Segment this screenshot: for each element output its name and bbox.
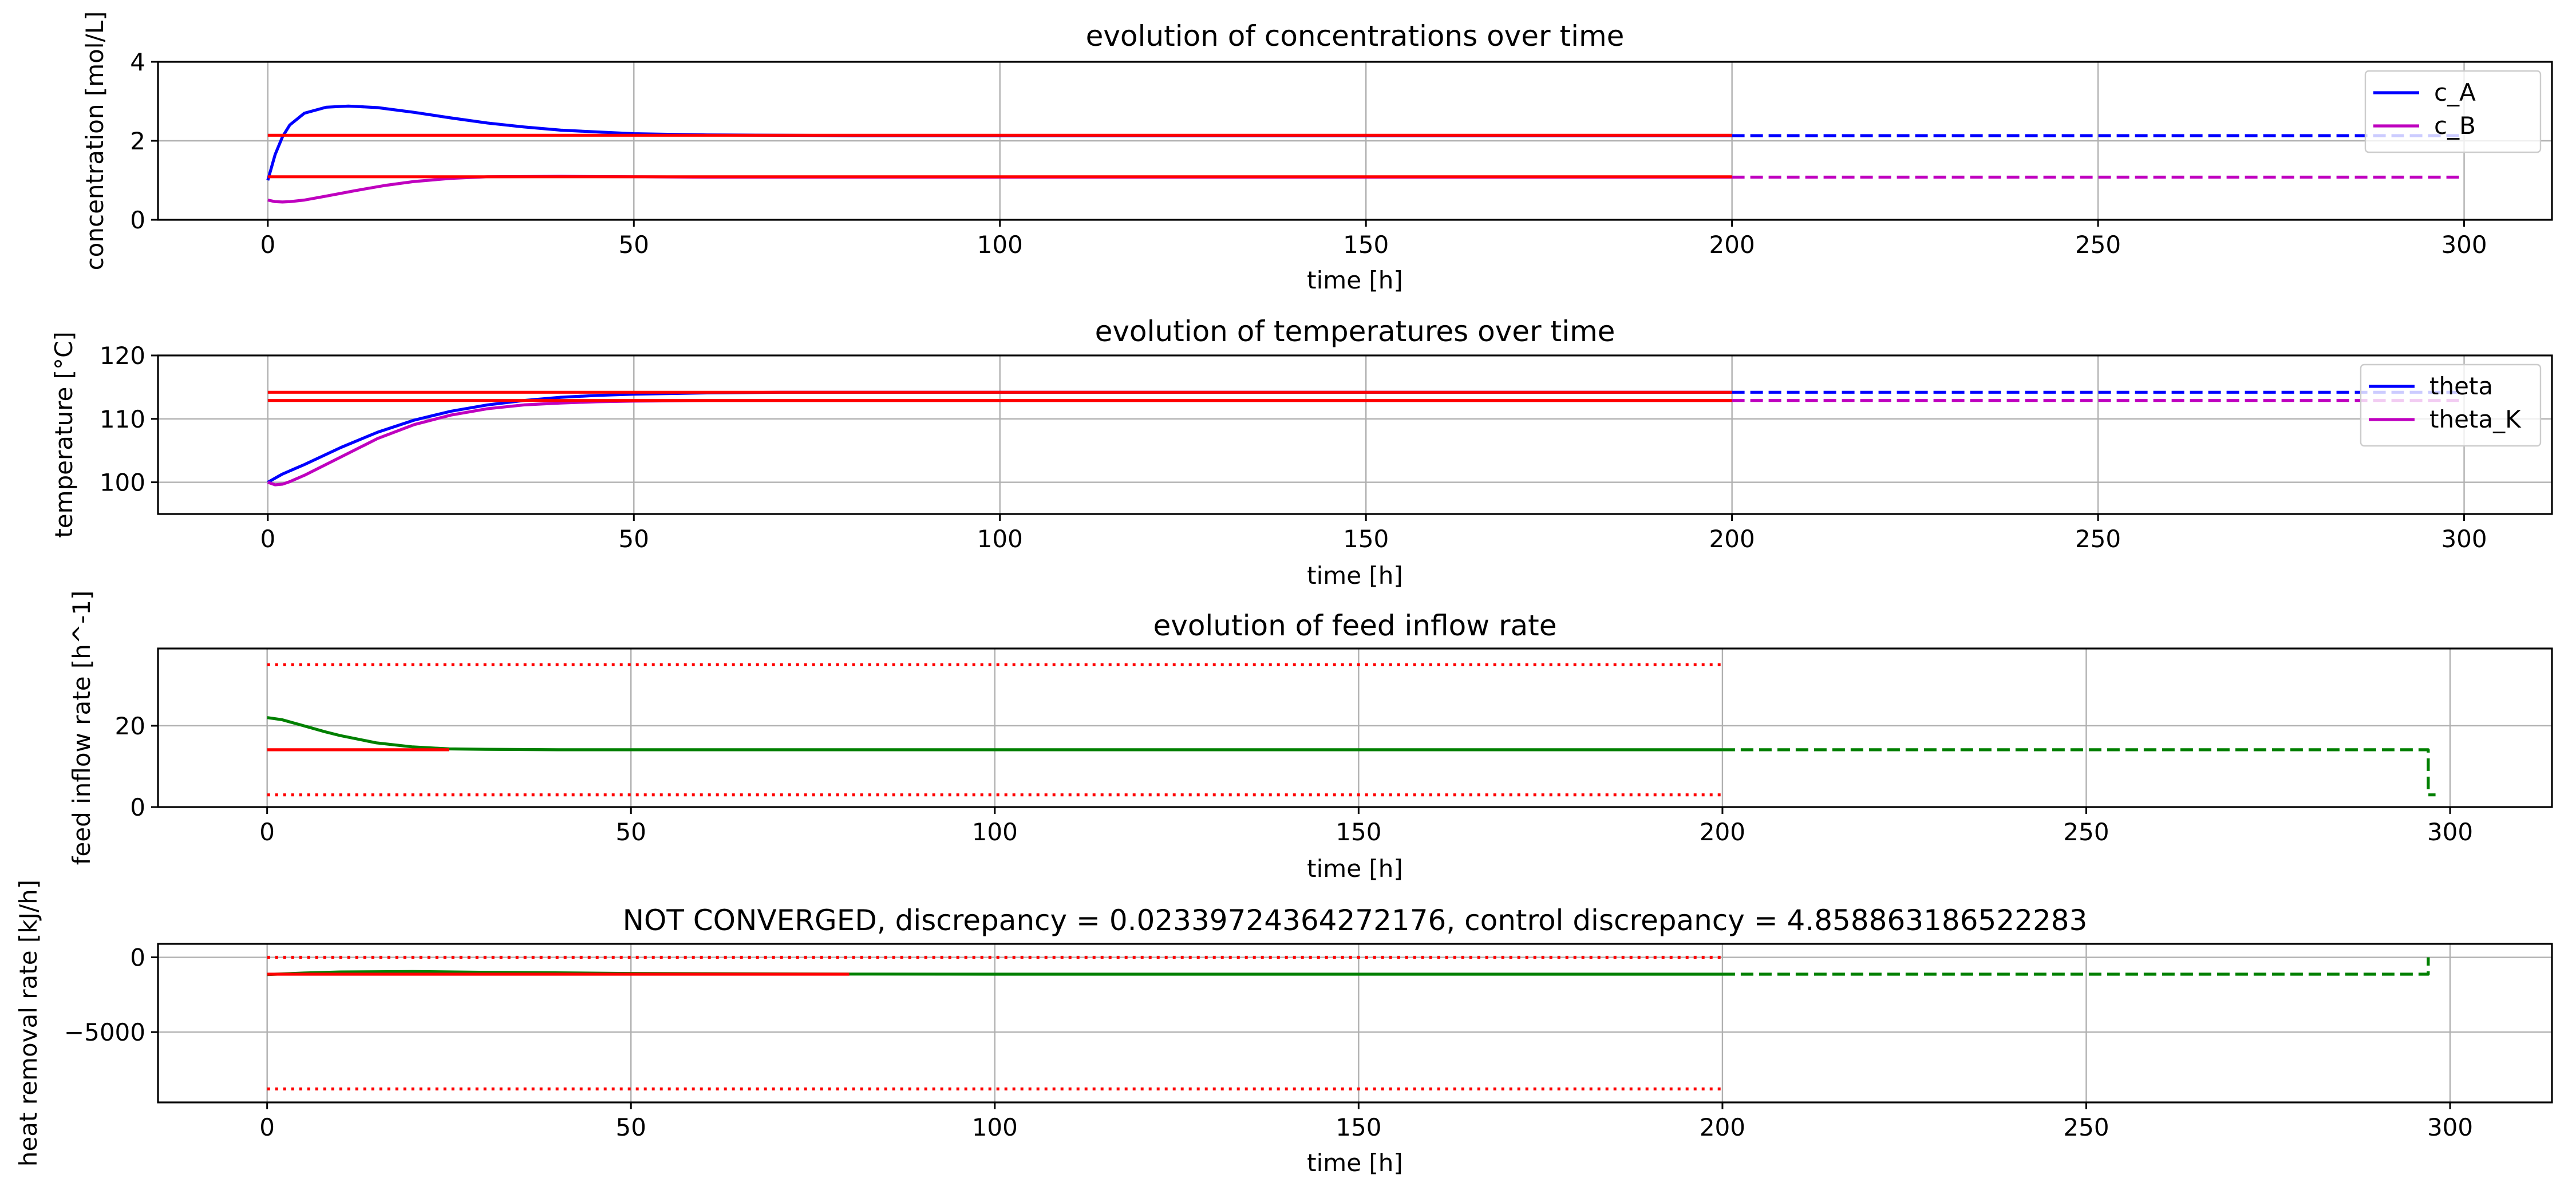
concentration-title: evolution of concentrations over time: [1086, 19, 1625, 53]
x-tick-label: 0: [259, 818, 275, 846]
temperature-legend: theta theta_K: [2360, 363, 2542, 447]
temperature-plot-area: [157, 354, 2553, 515]
series-lines: [267, 390, 2464, 487]
control-solid-line: [267, 716, 1722, 752]
x-tick-label: 50: [616, 818, 646, 846]
feed-inflow-panel: evolution of feed inflow rate time [h] f…: [68, 591, 2553, 883]
x-tick-label: 100: [977, 525, 1023, 553]
concentration-xlabel: time [h]: [1307, 266, 1403, 294]
heat-removal-panel: NOT CONVERGED, discrepancy = 0.023397243…: [14, 880, 2553, 1177]
x-tick-label: 250: [2063, 1113, 2109, 1141]
x-tick-label: 200: [1709, 231, 1755, 259]
x-tick-label: 100: [977, 231, 1023, 259]
x-tick-label: 200: [1709, 525, 1755, 553]
y-tick-label: 110: [100, 405, 145, 433]
concentration-ylabel: concentration [mol/L]: [81, 11, 109, 271]
x-tick-label: 100: [972, 1113, 1018, 1141]
x-tick-label: 50: [619, 525, 649, 553]
x-tick-label: 300: [2441, 525, 2487, 553]
series-lines: [266, 104, 2464, 204]
x-tick-label: 0: [259, 1113, 275, 1141]
y-tick-label: 0: [130, 793, 145, 821]
legend-label-c-b: c_B: [2434, 112, 2476, 140]
temperature-xlabel: time [h]: [1307, 562, 1403, 590]
heat-removal-xlabel: time [h]: [1307, 1149, 1403, 1177]
x-tick-label: 150: [1336, 1113, 1381, 1141]
x-tick-label: 50: [616, 1113, 646, 1141]
x-tick-label: 200: [1700, 818, 1745, 846]
feed-inflow-plot-area: [157, 647, 2553, 808]
x-tick-label: 300: [2441, 231, 2487, 259]
concentration-legend: c_A c_B: [2364, 70, 2542, 153]
temperature-title: evolution of temperatures over time: [1095, 315, 1615, 348]
y-tick-label: 4: [130, 48, 145, 76]
y-tick-label: 2: [130, 127, 145, 155]
x-tick-label: 0: [260, 525, 275, 553]
y-tick-label: 0: [130, 206, 145, 234]
y-tick-label: 100: [100, 469, 145, 497]
x-tick-label: 0: [260, 231, 275, 259]
feed-inflow-ylabel: feed inflow rate [h^-1]: [68, 591, 96, 865]
y-tick-label: 120: [100, 342, 145, 370]
x-tick-label: 250: [2063, 818, 2109, 846]
x-tick-label: 300: [2427, 1113, 2473, 1141]
temperature-panel: evolution of temperatures over time time…: [50, 315, 2553, 590]
y-tick-label: −5000: [64, 1018, 145, 1046]
x-tick-label: 100: [972, 818, 1018, 846]
x-tick-label: 150: [1343, 525, 1389, 553]
heat-removal-title: NOT CONVERGED, discrepancy = 0.023397243…: [623, 904, 2088, 937]
feed-inflow-title: evolution of feed inflow rate: [1153, 609, 1556, 642]
legend-label-theta-k: theta_K: [2429, 405, 2522, 433]
x-tick-label: 150: [1336, 818, 1381, 846]
x-tick-label: 250: [2075, 525, 2121, 553]
legend-label-theta: theta: [2429, 372, 2493, 400]
y-tick-label: 20: [115, 712, 145, 740]
legend-label-c-a: c_A: [2434, 78, 2476, 106]
x-tick-label: 300: [2427, 818, 2473, 846]
x-tick-label: 200: [1700, 1113, 1745, 1141]
concentration-panel: evolution of concentrations over time ti…: [81, 11, 2553, 294]
x-tick-label: 50: [619, 231, 649, 259]
series-lines: [267, 955, 2430, 1091]
x-tick-label: 150: [1343, 231, 1389, 259]
heat-removal-plot-area: [157, 943, 2553, 1104]
control-dashed-line: [1722, 957, 2430, 976]
y-tick-label: 0: [130, 944, 145, 972]
control-dashed-line: [1722, 748, 2436, 797]
temperature-ylabel: temperature [°C]: [50, 331, 78, 537]
feed-inflow-xlabel: time [h]: [1307, 855, 1403, 883]
series-lines: [267, 663, 2436, 797]
heat-removal-ylabel: heat removal rate [kJ/h]: [14, 880, 42, 1167]
x-tick-label: 250: [2075, 231, 2121, 259]
